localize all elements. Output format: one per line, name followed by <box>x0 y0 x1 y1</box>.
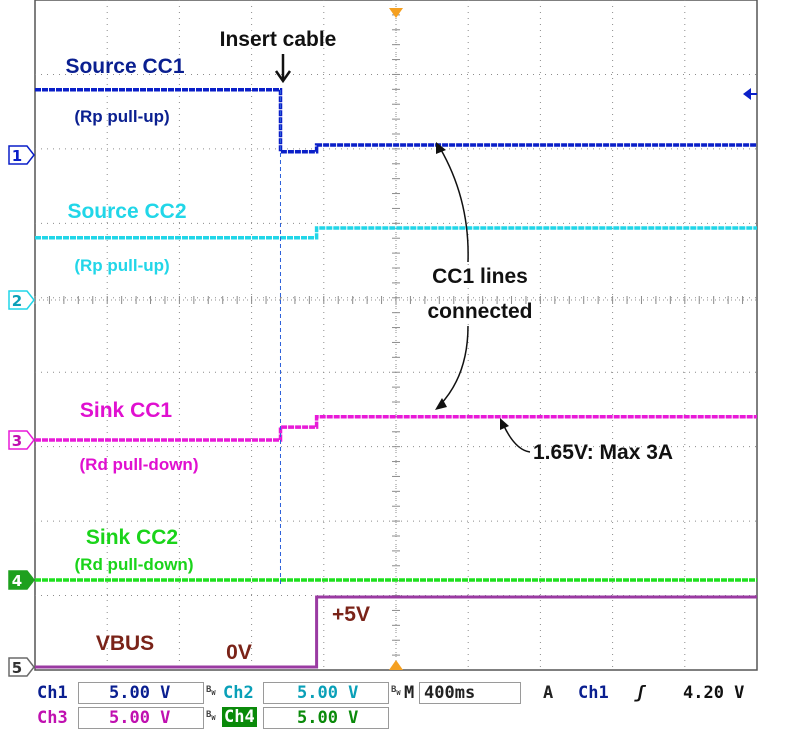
sink-cc1-label: Sink CC1 <box>80 399 173 422</box>
trace-vbus <box>35 595 757 669</box>
bw-mark: B <box>206 710 212 720</box>
ch3-value-box[interactable]: 5.00 V <box>78 707 204 729</box>
channel-5-marker[interactable]: 5 <box>8 657 35 677</box>
ch4-value: 5.00 V <box>297 708 359 728</box>
channel-marker-shape <box>8 570 35 590</box>
vbus-high-label: +5V <box>332 603 370 626</box>
cc1-arrow-up-head <box>436 142 446 154</box>
trigger-level-icon <box>743 88 751 100</box>
ch3-label[interactable]: Ch3 <box>37 708 68 728</box>
channel-marker-shape <box>8 430 35 450</box>
trace-source-cc2 <box>35 226 757 240</box>
channel-marker-shape <box>8 290 35 310</box>
ch4-value-box[interactable]: 5.00 V <box>263 707 389 729</box>
cc1-connected-label-2: connected <box>427 300 532 323</box>
sink-cc2-label: Sink CC2 <box>86 526 178 549</box>
channel-marker-number: 5 <box>12 659 22 677</box>
ch2-label[interactable]: Ch2 <box>223 683 254 703</box>
cc1-arrow-up <box>439 147 469 263</box>
source-cc1-sublabel: (Rp pull-up) <box>74 107 169 126</box>
timebase-box[interactable]: 400ms <box>419 682 521 704</box>
sink-level-arrow-head <box>500 418 509 430</box>
source-cc2-label: Source CC2 <box>67 200 186 223</box>
cc1-arrow-down-head <box>435 398 447 410</box>
vbus-label: VBUS <box>96 632 154 655</box>
channel-marker-number: 2 <box>12 292 22 310</box>
bw-limit-icon: BW <box>206 710 216 723</box>
trigger-source[interactable]: Ch1 <box>578 683 609 703</box>
trace-source-cc1 <box>35 87 757 154</box>
bw-limit-icon: BW <box>206 685 216 698</box>
ch1-label[interactable]: Ch1 <box>37 683 68 703</box>
ch1-value-box[interactable]: 5.00 V <box>78 682 204 704</box>
sink-level-arrow <box>502 423 531 453</box>
sink-level-label: 1.65V: Max 3A <box>533 441 673 464</box>
vbus-low-label: 0V <box>226 641 252 664</box>
channel-marker-number: 1 <box>12 147 22 165</box>
trigger-slope-icon[interactable]: ʃ <box>635 683 646 703</box>
channel-marker-shape <box>8 145 35 165</box>
trigger-position-icon <box>389 660 403 670</box>
time-prefix: M <box>404 683 415 703</box>
timebase-value: 400ms <box>424 683 476 703</box>
channel-marker-number: 3 <box>12 432 22 450</box>
annotations: Insert cable Source CC1 (Rp pull-up) Source… <box>65 28 673 664</box>
trigger-level[interactable]: 4.20 V <box>683 683 745 703</box>
ch2-value-box[interactable]: 5.00 V <box>263 682 389 704</box>
cc1-arrow-down <box>439 325 469 406</box>
channel-1-marker[interactable]: 1 <box>8 145 35 165</box>
readout-bar: Ch1 5.00 V BW Ch2 5.00 V BW M 400ms A Ch… <box>0 680 788 733</box>
channel-2-marker[interactable]: 2 <box>8 290 35 310</box>
trigger-mode[interactable]: A <box>543 683 554 703</box>
bw-sub: W <box>396 688 401 697</box>
channel-4-marker[interactable]: 4 <box>8 570 35 590</box>
insert-cable-arrow-head <box>274 70 292 84</box>
ch2-value: 5.00 V <box>297 683 359 703</box>
graticule-grid <box>34 0 757 670</box>
sink-cc2-sublabel: (Rd pull-down) <box>75 555 194 574</box>
bw-limit-icon: BW <box>391 685 401 698</box>
channel-marker-number: 4 <box>12 572 22 590</box>
ch1-value: 5.00 V <box>109 683 171 703</box>
bw-mark: B <box>391 685 397 695</box>
source-cc2-sublabel: (Rp pull-up) <box>74 256 169 275</box>
channel-marker-shape <box>8 657 35 677</box>
channel-3-marker[interactable]: 3 <box>8 430 35 450</box>
trigger-position-icon <box>389 8 403 18</box>
ch4-label[interactable]: Ch4 <box>222 707 257 727</box>
source-cc1-label: Source CC1 <box>65 55 184 78</box>
insert-cable-label: Insert cable <box>220 28 337 51</box>
bw-sub: W <box>211 688 216 697</box>
bw-sub: W <box>211 713 216 722</box>
sink-cc1-sublabel: (Rd pull-down) <box>80 455 199 474</box>
trace-sink-cc1 <box>35 414 757 442</box>
traces <box>35 87 757 669</box>
cc1-connected-label-1: CC1 lines <box>432 265 528 288</box>
bw-mark: B <box>206 685 212 695</box>
channel-markers: 1 2 3 4 5 <box>8 145 35 677</box>
graticule-markers <box>389 8 757 670</box>
ch3-value: 5.00 V <box>109 708 171 728</box>
